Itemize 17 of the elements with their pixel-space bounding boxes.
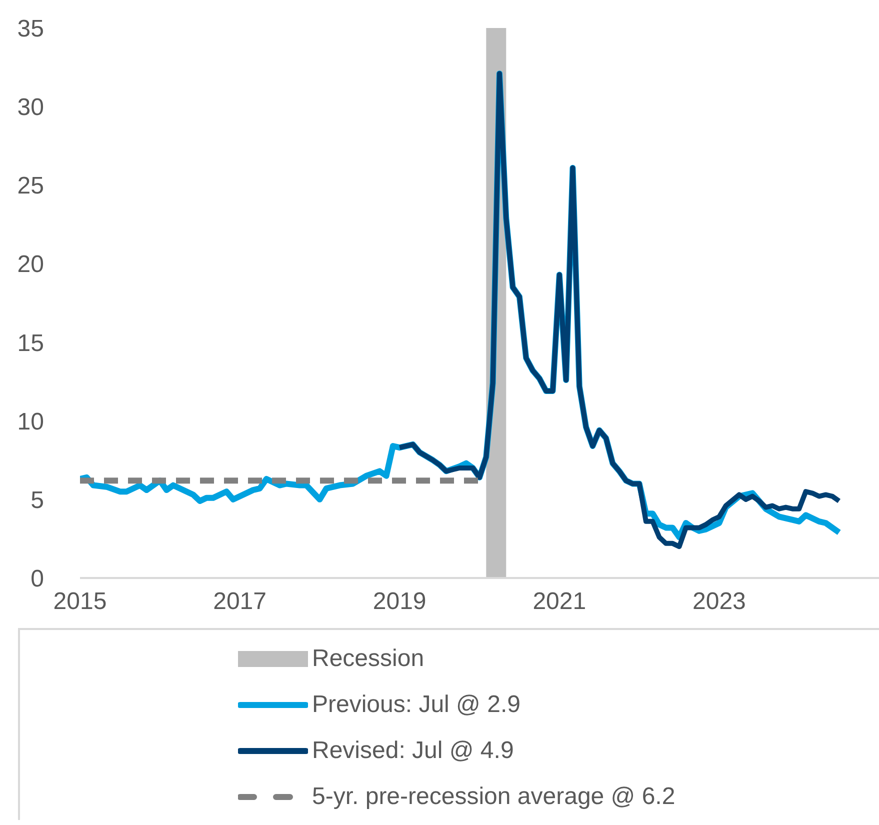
x-tick-label: 2017 xyxy=(213,588,266,616)
x-tick-label: 2015 xyxy=(53,588,107,616)
x-tick-label: 2021 xyxy=(532,588,586,616)
y-tick-label: 35 xyxy=(17,16,44,43)
legend-label: Previous: Jul @ 2.9 xyxy=(312,691,520,719)
x-tick-label: 2023 xyxy=(692,588,746,616)
legend-label: Revised: Jul @ 4.9 xyxy=(312,737,514,765)
x-tick-label: 2019 xyxy=(372,588,426,616)
y-tick-label: 20 xyxy=(17,251,44,278)
y-tick-label: 10 xyxy=(17,408,44,436)
y-tick-label: 0 xyxy=(30,566,44,593)
y-tick-label: 15 xyxy=(17,330,44,357)
legend-label: Recession xyxy=(312,645,424,673)
y-tick-label: 30 xyxy=(17,94,44,122)
y-tick-label: 25 xyxy=(17,172,44,200)
legend-label: 5-yr. pre-recession average @ 6.2 xyxy=(312,783,676,811)
y-tick-label: 5 xyxy=(30,486,44,514)
